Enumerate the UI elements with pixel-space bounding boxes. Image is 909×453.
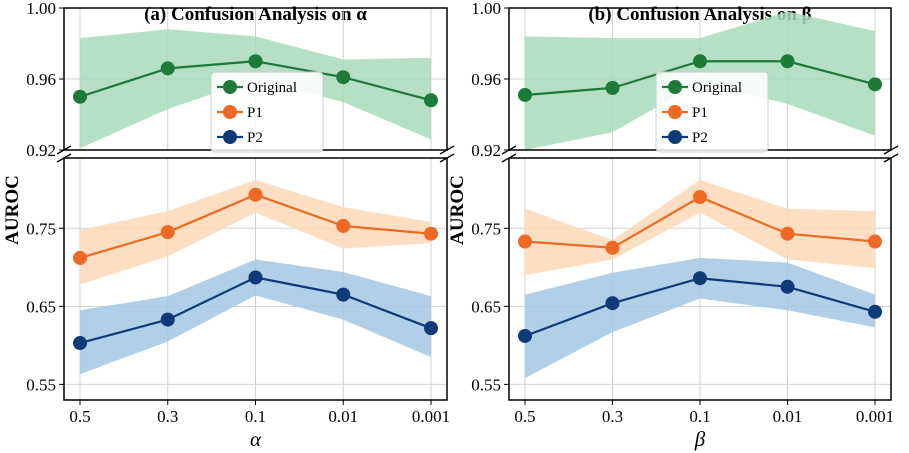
x-tick-label: 0.01 xyxy=(773,407,803,426)
y-tick-label: 0.96 xyxy=(471,70,501,89)
legend-marker xyxy=(223,80,237,94)
marker-p2 xyxy=(336,287,351,302)
legend-marker xyxy=(668,105,682,119)
marker-original xyxy=(518,87,532,102)
legend: Original P1 P2 xyxy=(655,71,769,153)
marker-original xyxy=(868,77,882,92)
y-axis-label: AUROC xyxy=(447,175,468,245)
marker-p2 xyxy=(605,296,620,311)
marker-original xyxy=(160,61,175,76)
marker-original xyxy=(780,54,795,69)
break-mark xyxy=(883,145,899,155)
x-tick-label: 0.5 xyxy=(69,407,90,426)
marker-p1 xyxy=(518,234,532,249)
legend-marker xyxy=(668,130,682,144)
legend-label: P2 xyxy=(247,130,263,146)
legend-label: Original xyxy=(247,80,297,96)
marker-p2 xyxy=(780,279,795,294)
marker-p1 xyxy=(73,250,87,265)
x-axis-label: α xyxy=(250,427,262,451)
y-tick-label: 0.92 xyxy=(26,141,56,160)
x-tick-label: 0.001 xyxy=(412,407,450,426)
y-tick-label: 1.00 xyxy=(471,0,501,18)
x-axis-label: β xyxy=(694,427,706,451)
marker-original xyxy=(424,93,438,108)
y-tick-label: 0.65 xyxy=(26,297,56,316)
break-mark xyxy=(883,153,899,163)
marker-original xyxy=(248,54,263,69)
legend-box xyxy=(210,71,324,153)
marker-p2 xyxy=(518,328,532,343)
marker-p1 xyxy=(336,218,351,233)
marker-original xyxy=(693,54,707,69)
marker-p1 xyxy=(693,190,707,205)
legend-marker xyxy=(668,80,682,94)
legend-label: P2 xyxy=(692,130,708,146)
marker-p1 xyxy=(780,226,795,241)
x-tick-label: 0.3 xyxy=(157,407,178,426)
marker-p1 xyxy=(605,240,620,255)
y-tick-label: 0.55 xyxy=(26,375,56,394)
chart-alpha: (a) Confusion Analysis on α1.000.960.920… xyxy=(2,0,455,451)
legend-marker xyxy=(223,105,237,119)
x-tick-label: 0.1 xyxy=(689,407,710,426)
break-mark xyxy=(501,153,517,163)
marker-original xyxy=(73,89,87,104)
marker-p1 xyxy=(424,226,438,241)
y-tick-label: 0.55 xyxy=(471,375,501,394)
x-tick-label: 0.01 xyxy=(328,407,358,426)
marker-p1 xyxy=(248,187,263,202)
marker-p2 xyxy=(868,304,882,319)
legend-marker xyxy=(223,130,237,144)
marker-p1 xyxy=(160,225,175,240)
y-tick-label: 0.96 xyxy=(26,70,56,89)
marker-p2 xyxy=(424,321,438,336)
marker-original xyxy=(605,80,620,95)
marker-p2 xyxy=(248,270,263,285)
marker-p2 xyxy=(160,312,175,327)
y-tick-label: 0.75 xyxy=(26,219,56,238)
x-tick-label: 0.5 xyxy=(514,407,535,426)
legend-label: Original xyxy=(692,80,742,96)
y-tick-label: 0.75 xyxy=(471,219,501,238)
marker-original xyxy=(336,70,351,85)
y-tick-label: 1.00 xyxy=(26,0,56,18)
marker-p2 xyxy=(693,271,707,286)
y-axis-label: AUROC xyxy=(2,175,23,245)
x-tick-label: 0.001 xyxy=(856,407,894,426)
legend-label: P1 xyxy=(247,105,263,121)
marker-p2 xyxy=(73,336,87,351)
legend: Original P1 P2 xyxy=(210,71,324,153)
y-tick-label: 0.65 xyxy=(471,297,501,316)
legend-label: P1 xyxy=(692,105,708,121)
chart-beta: (b) Confusion Analysis on β1.000.960.920… xyxy=(447,0,899,451)
break-mark xyxy=(439,153,455,163)
y-tick-label: 0.92 xyxy=(471,141,501,160)
band-original xyxy=(80,29,431,149)
legend-box xyxy=(655,71,769,153)
break-mark xyxy=(439,145,455,155)
x-tick-label: 0.3 xyxy=(602,407,623,426)
x-tick-label: 0.1 xyxy=(245,407,266,426)
break-mark xyxy=(56,153,72,163)
marker-p1 xyxy=(868,234,882,249)
